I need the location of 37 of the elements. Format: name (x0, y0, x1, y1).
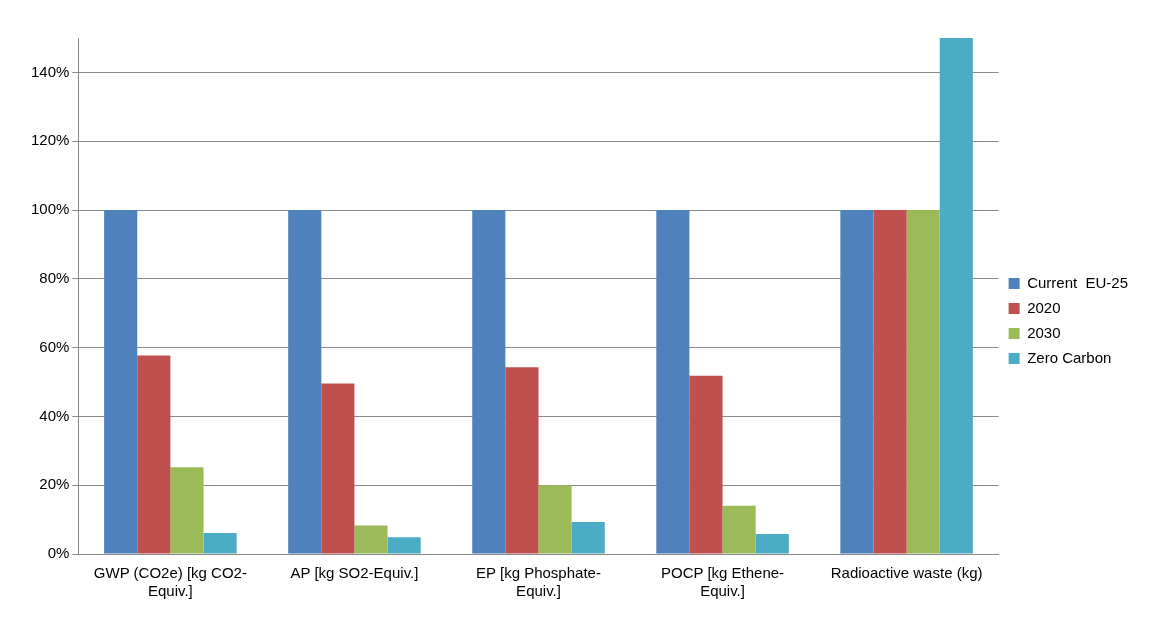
x-tick-label: EP [kg Phosphate-Equiv.] (476, 564, 601, 600)
bar (288, 210, 322, 554)
bar (472, 210, 506, 554)
y-tick-label: 60% (39, 337, 70, 355)
bar (906, 210, 940, 554)
bar (104, 210, 138, 554)
bar (755, 534, 789, 554)
bar (722, 505, 756, 554)
legend-label: 2020 (1027, 298, 1061, 316)
bar (505, 367, 539, 554)
bar (840, 210, 874, 554)
bar (354, 525, 388, 554)
bar (321, 383, 355, 554)
y-tick-label: 0% (47, 544, 70, 562)
x-tick-label: AP [kg SO2-Equiv.] (290, 564, 419, 582)
bar (873, 210, 907, 554)
x-tick-label: POCP [kg Ethene-Equiv.] (660, 564, 785, 600)
bar (538, 485, 572, 554)
bar (571, 522, 605, 554)
y-tick-label: 120% (30, 131, 70, 149)
legend-label: 2030 (1027, 323, 1061, 341)
bar (203, 533, 237, 554)
bar (939, 38, 973, 554)
y-tick-label: 80% (39, 268, 70, 286)
y-tick-label: 40% (39, 406, 70, 424)
bar (689, 375, 723, 554)
y-tick-label: 20% (39, 475, 70, 493)
x-tick-label: GWP (CO2e) [kg CO2-Equiv.] (93, 564, 247, 600)
bar (656, 210, 690, 554)
y-tick-label: 140% (30, 62, 70, 80)
legend-label: Zero Carbon (1027, 348, 1112, 366)
y-tick-label: 100% (30, 200, 70, 218)
legend-label: Current EU-25 (1027, 273, 1129, 291)
bar (387, 537, 421, 554)
bar (137, 355, 171, 554)
x-tick-label: Radioactive waste (kg) (830, 564, 983, 582)
bar (170, 467, 204, 554)
